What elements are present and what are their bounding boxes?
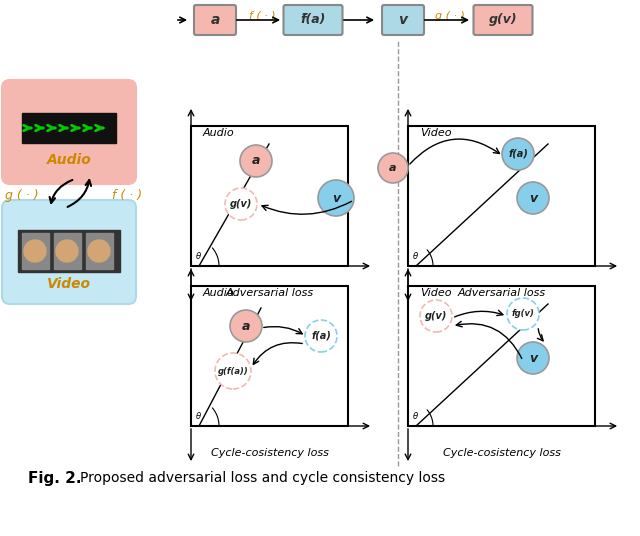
Text: v: v [529,191,537,205]
Bar [408,286,595,426]
Bar [191,126,348,266]
FancyBboxPatch shape [284,5,342,35]
Text: θ: θ [413,412,418,421]
Bar [86,233,113,269]
Text: a: a [242,319,250,332]
Text: g(v): g(v) [230,199,252,209]
Bar [22,233,49,269]
Circle shape [215,353,251,389]
FancyBboxPatch shape [194,5,236,35]
Text: Audio: Audio [47,153,92,167]
Text: Cycle-cosistency loss: Cycle-cosistency loss [211,448,328,458]
Text: H: H [320,498,328,508]
Circle shape [318,180,354,216]
Text: Cycle-cosistency loss: Cycle-cosistency loss [443,448,561,458]
Text: f̃(a): f̃(a) [300,13,326,26]
Bar [191,286,348,426]
Text: g(v): g(v) [489,13,517,26]
Text: g ( · ): g ( · ) [435,11,465,21]
Circle shape [56,240,78,262]
Text: a: a [252,154,260,167]
Bar [408,126,595,266]
Text: v: v [529,352,537,364]
Circle shape [225,188,257,220]
Circle shape [24,240,46,262]
FancyBboxPatch shape [382,5,424,35]
Text: f ( · ): f ( · ) [249,11,275,21]
Circle shape [378,153,408,183]
Text: Audio: Audio [203,288,235,298]
FancyBboxPatch shape [2,200,136,304]
FancyBboxPatch shape [474,5,532,35]
Bar [54,233,81,269]
Circle shape [517,182,549,214]
Text: a: a [389,163,397,173]
Circle shape [517,342,549,374]
Text: Video: Video [420,128,451,138]
Text: f ( · ): f ( · ) [112,190,142,203]
Text: fg(v): fg(v) [511,309,534,318]
FancyBboxPatch shape [2,80,136,184]
Circle shape [240,145,272,177]
Circle shape [507,298,539,330]
Text: Video: Video [47,277,91,291]
Text: a: a [211,13,220,27]
Text: f(a): f(a) [311,331,331,341]
Text: Adversarial loss: Adversarial loss [225,288,314,298]
Text: Adversarial loss: Adversarial loss [458,288,545,298]
Text: Video: Video [420,288,451,298]
Text: g(v): g(v) [425,311,447,321]
Text: θ: θ [196,252,201,261]
Circle shape [502,138,534,170]
Text: Proposed adversarial loss and cycle consistency loss: Proposed adversarial loss and cycle cons… [80,471,445,485]
Bar [18,230,120,272]
Text: v: v [332,191,340,205]
Text: v: v [399,13,408,27]
Text: Fig. 2.: Fig. 2. [28,471,81,486]
Bar [22,113,116,143]
Text: Audio: Audio [203,128,235,138]
Text: g ( · ): g ( · ) [5,190,38,203]
Circle shape [230,310,262,342]
Circle shape [420,300,452,332]
Text: f(a): f(a) [508,149,528,159]
Circle shape [305,320,337,352]
Circle shape [88,240,110,262]
Text: θ: θ [196,412,201,421]
Text: θ: θ [413,252,418,261]
Text: g(f(a)): g(f(a)) [218,367,248,376]
